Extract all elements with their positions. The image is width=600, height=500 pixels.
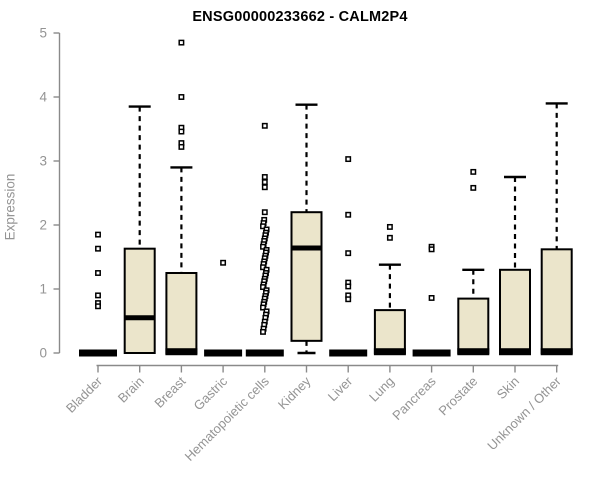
outlier-point — [260, 284, 266, 291]
y-tick-label: 1 — [39, 282, 47, 297]
y-tick-label: 2 — [39, 218, 47, 233]
x-category-label: Unknown / Other — [484, 373, 564, 453]
y-axis: 0 1 2 3 4 5 — [39, 26, 61, 361]
median-line — [540, 348, 573, 356]
box-group-pancreas — [412, 243, 451, 357]
collapsed-median-bar — [245, 349, 284, 357]
outlier-point — [260, 223, 266, 230]
outlier-point — [220, 259, 227, 266]
iqr-box — [499, 268, 531, 354]
box-group-hematopoietic-cells — [245, 122, 284, 357]
box-group-breast — [165, 39, 198, 356]
outlier-point — [260, 243, 266, 250]
outlier-point — [95, 292, 101, 299]
x-category-label: Gastric — [191, 373, 231, 413]
outlier-point — [261, 209, 268, 216]
collapsed-median-bar — [412, 349, 451, 357]
outlier-point — [260, 304, 266, 311]
outlier-point — [261, 179, 268, 186]
box-group-prostate — [457, 168, 490, 356]
y-tick-label: 3 — [39, 154, 47, 169]
iqr-box — [540, 248, 573, 355]
box-group-kidney — [290, 103, 323, 355]
outlier-point — [345, 296, 352, 303]
outlier-point — [261, 122, 268, 129]
outlier-point — [261, 184, 268, 191]
box-group-unknown-other — [540, 102, 573, 356]
iqr-box — [165, 272, 198, 354]
outlier-point — [178, 143, 185, 150]
outlier-point — [428, 295, 435, 301]
outlier-point — [345, 156, 352, 163]
median-line — [499, 348, 531, 356]
x-category-label: Liver — [325, 373, 356, 404]
x-category-label: Pancreas — [389, 373, 439, 423]
box-group-lung — [373, 223, 406, 356]
outlier-point — [470, 184, 477, 191]
outlier-point — [261, 174, 268, 180]
outlier-point — [260, 328, 266, 335]
x-category-label: Lung — [366, 374, 397, 405]
outlier-point — [178, 128, 185, 135]
outlier-point — [345, 283, 352, 290]
x-category-label: Brain — [115, 374, 147, 406]
iqr-box — [457, 297, 490, 355]
iqr-box — [290, 211, 323, 342]
outlier-point — [386, 234, 393, 241]
x-category-label: Bladder — [63, 373, 106, 416]
outlier-point — [386, 223, 393, 230]
x-category-label: Breast — [151, 373, 188, 410]
box-group-brain — [123, 105, 156, 354]
outlier-point — [95, 231, 101, 238]
median-line — [373, 348, 406, 356]
chart-title: ENSG00000233662 - CALM2P4 — [192, 9, 408, 25]
collapsed-median-bar — [204, 349, 243, 357]
box-group-liver — [329, 156, 368, 357]
outlier-point — [345, 250, 352, 257]
iqr-box — [373, 309, 406, 354]
outlier-point — [470, 168, 477, 175]
y-tick-label: 4 — [39, 90, 47, 105]
x-category-label: Prostate — [436, 374, 481, 419]
outlier-point — [95, 270, 101, 276]
collapsed-median-bar — [79, 349, 117, 357]
outlier-point — [178, 39, 185, 46]
collapsed-median-bar — [329, 349, 368, 357]
median-line — [457, 348, 490, 356]
x-category-label: Kidney — [275, 373, 314, 412]
y-tick-label: 0 — [39, 346, 47, 361]
outlier-point — [95, 245, 101, 252]
iqr-box — [123, 247, 156, 354]
x-category-label: Skin — [494, 374, 522, 402]
outlier-point — [428, 246, 435, 253]
outlier-point — [345, 211, 352, 218]
median-line — [165, 348, 198, 356]
box-group-skin — [499, 175, 531, 356]
outlier-point — [178, 94, 185, 100]
y-tick-label: 5 — [39, 26, 47, 41]
box-group-gastric — [204, 259, 243, 357]
outlier-point — [95, 303, 101, 310]
box-group-bladder — [79, 231, 117, 357]
